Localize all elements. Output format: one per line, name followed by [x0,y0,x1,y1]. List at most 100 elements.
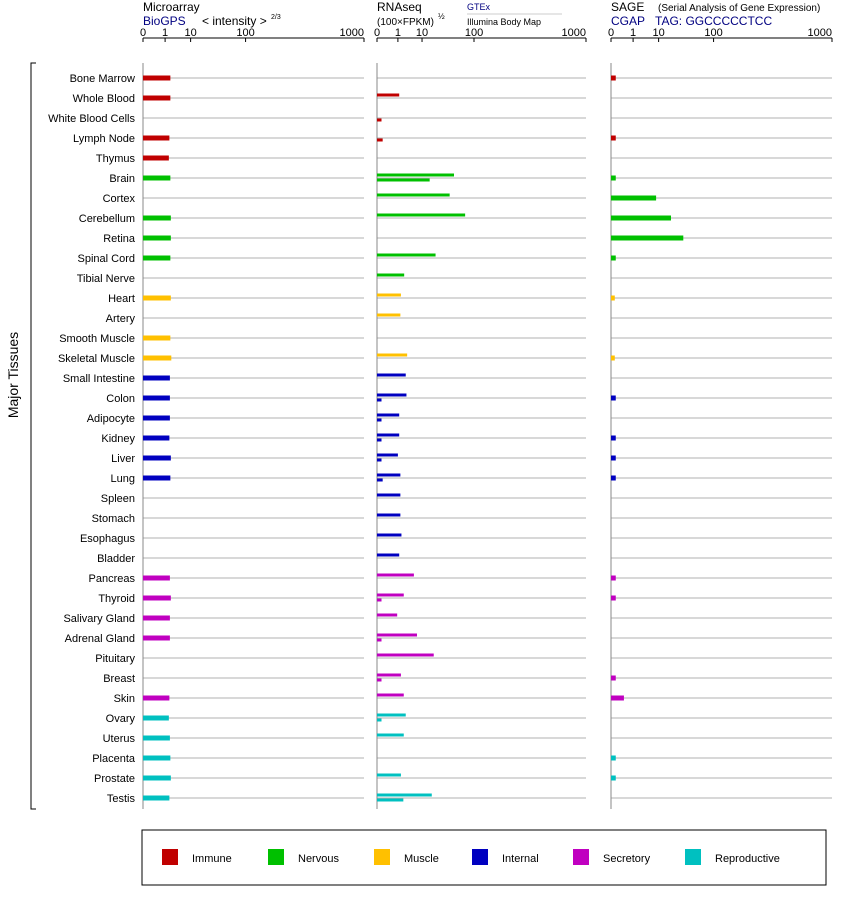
bar-rnaseq [377,93,400,97]
tissue-labels-layer: Bone Marrow Whole Blood White Blood Cells L… [48,73,136,805]
tissue-label: Bladder [97,553,135,565]
bar-rnaseq [377,613,398,617]
bar-sage [611,455,616,461]
tick-label: 1 [630,27,636,39]
bar-rnaseq [377,638,382,642]
bar-rnaseq [377,353,408,357]
rnaseq-exponent: ½ [438,12,445,21]
bar-microarray [143,795,170,801]
bar-sage [611,575,616,581]
sage-title: SAGE [611,0,644,14]
bar-rnaseq [377,373,406,377]
legend-label: Immune [192,853,232,865]
bar-sage [611,195,657,201]
tissue-label: Small Intestine [63,373,135,385]
bar-rnaseq [377,533,402,537]
sage-source-link[interactable]: CGAP [611,14,645,28]
bar-sage [611,395,616,401]
gtex-source-link[interactable]: GTEx [467,2,491,12]
bar-rnaseq [377,293,401,297]
bar-sage [611,175,616,181]
bar-rnaseq [377,653,434,657]
axes-layer: 0 1 10 100 1000 0 1 10 100 1000 0 1 10 100 1000 [140,27,833,809]
bar-microarray [143,395,170,401]
tissue-label: Artery [106,313,136,325]
tick-label: 100 [236,27,254,39]
bar-rnaseq [377,178,430,182]
bar-rnaseq [377,438,382,442]
bar-rnaseq [377,633,417,637]
bar-rnaseq [377,478,383,482]
bar-rnaseq [377,693,404,697]
tick-label: 100 [704,27,722,39]
bar-rnaseq [377,678,382,682]
tissue-label: Liver [111,453,135,465]
tissue-label: Thyroid [98,593,135,605]
y-axis-bracket [30,62,36,810]
bar-rnaseq [377,173,454,177]
bar-microarray [143,475,171,481]
tissue-label: Placenta [92,753,136,765]
bar-sage [611,255,616,261]
bar-rnaseq [377,433,400,437]
bar-microarray [143,355,172,361]
tick-label: 1 [395,27,401,39]
tissue-label: Retina [103,233,136,245]
microarray-exponent: 2/3 [271,14,281,21]
bar-microarray [143,595,171,601]
tissue-label: Kidney [101,433,135,445]
bar-microarray [143,135,170,141]
bar-microarray [143,155,169,161]
tick-label: 0 [140,27,146,39]
legend-label: Muscle [404,853,439,865]
bar-rnaseq [377,798,404,802]
bar-sage [611,215,671,221]
bar-sage [611,355,615,361]
tissue-label: Colon [106,393,135,405]
tissue-label: Adipocyte [87,413,135,425]
bar-sage [611,295,615,301]
bar-microarray [143,715,169,721]
tissue-label: Lymph Node [73,133,135,145]
bar-rnaseq [377,573,414,577]
bar-microarray [143,735,170,741]
bar-sage [611,435,616,441]
bar-rnaseq [377,713,406,717]
legend-items: Immune Nervous Muscle Internal Secretory Repr… [162,849,780,865]
legend-label: Secretory [603,853,651,865]
bar-sage [611,755,616,761]
bar-sage [611,135,616,141]
tick-label: 1000 [340,27,364,39]
bar-rnaseq [377,513,401,517]
tick-label: 0 [374,27,380,39]
tissue-label: Esophagus [80,533,136,545]
tissue-label: Heart [108,293,135,305]
microarray-title: Microarray [143,0,200,14]
sage-subtitle: (Serial Analysis of Gene Expression) [658,3,820,14]
bar-sage [611,595,616,601]
bar-rnaseq [377,718,382,722]
bar-rnaseq [377,553,400,557]
bar-rnaseq [377,673,401,677]
bar-rnaseq [377,458,382,462]
bar-microarray [143,635,170,641]
tick-label: 100 [465,27,483,39]
tissue-label: Skeletal Muscle [58,353,135,365]
tissue-label: Prostate [94,773,135,785]
tick-label: 10 [652,27,664,39]
tick-label: 1000 [808,27,832,39]
tissue-label: Spleen [101,493,135,505]
tissue-label: Salivary Gland [63,613,135,625]
bar-sage [611,75,616,81]
microarray-source-link[interactable]: BioGPS [143,14,186,28]
bar-microarray [143,95,171,101]
legend-swatch [573,849,589,865]
bar-rnaseq [377,118,382,122]
legend-swatch [685,849,701,865]
microarray-unit: < intensity > [202,14,267,28]
bar-microarray [143,375,170,381]
tissue-label: White Blood Cells [48,113,135,125]
legend-swatch [374,849,390,865]
bar-rnaseq [377,473,401,477]
